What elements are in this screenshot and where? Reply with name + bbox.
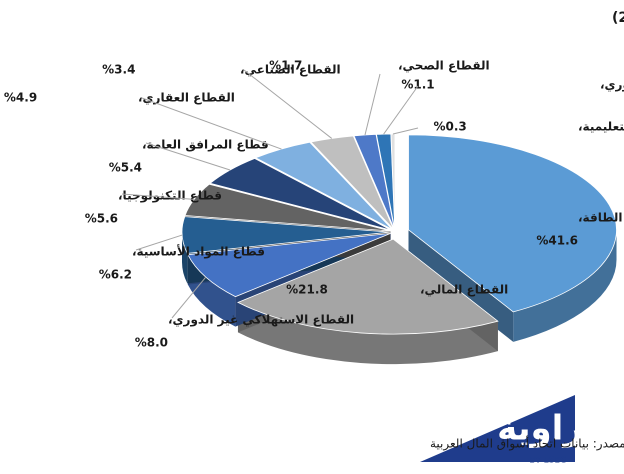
slice-side [237, 302, 498, 365]
value-label: %6.2 [99, 268, 132, 282]
value-label: %3.4 [102, 63, 135, 77]
value-label: %1.1 [401, 78, 434, 92]
value-label: %5.4 [109, 161, 142, 175]
value-label: %0.3 [433, 120, 466, 134]
leader-line [135, 234, 183, 251]
leader-line [145, 142, 231, 171]
slice [187, 232, 391, 298]
slice [184, 183, 391, 232]
logo: زاوية [497, 409, 583, 449]
slice-side [182, 232, 188, 284]
leader-line [243, 69, 333, 139]
value-label: %21.8 [286, 283, 328, 297]
leader-line [171, 276, 207, 319]
slice-tops [181, 133, 617, 335]
data-label: قطاع المرافق العامة، [142, 138, 269, 152]
slice [310, 135, 394, 230]
data-label: القطاع الاستهلاكي الدوري، [600, 78, 624, 93]
data-label: القطاع العقاري، [138, 91, 235, 105]
value-label: %5.6 [85, 212, 118, 226]
logo-sub: BY LSEG [529, 456, 566, 465]
data-label: قطاع المواد الأساسية، [132, 244, 265, 260]
data-label: القطاع المالي، [420, 283, 508, 297]
leader-line [121, 193, 195, 200]
slice [408, 134, 617, 313]
logo-shape [420, 395, 575, 462]
leader-line [383, 85, 419, 135]
leader-line [392, 127, 419, 135]
slice-side [513, 229, 617, 342]
value-label: %8.0 [135, 336, 168, 350]
value-label: %1.7 [269, 59, 302, 73]
slice [237, 238, 499, 335]
data-label: القطاع الاستهلاكي غير الدوري، [168, 313, 354, 328]
value-label: %4.9 [4, 91, 37, 105]
data-label: الخدمات التعليمية، [578, 120, 624, 134]
source-note: المصدر: بيانات اتحاد أسواق المال العربية [430, 436, 624, 452]
slice [181, 216, 391, 254]
leader-line [364, 73, 381, 136]
value-label: %41.6 [536, 234, 578, 248]
leader-line [141, 97, 282, 150]
data-label: القطاع الصحي، [398, 59, 490, 73]
data-label: قطاع الطاقة، [578, 211, 624, 225]
data-label: القطاع الصناعي، [240, 63, 341, 77]
chart-title: توزيع القيمة السوقية بحسب القطاع الاقتصا… [612, 10, 624, 27]
data-label: قطاع التكنولوجيا، [118, 189, 222, 204]
